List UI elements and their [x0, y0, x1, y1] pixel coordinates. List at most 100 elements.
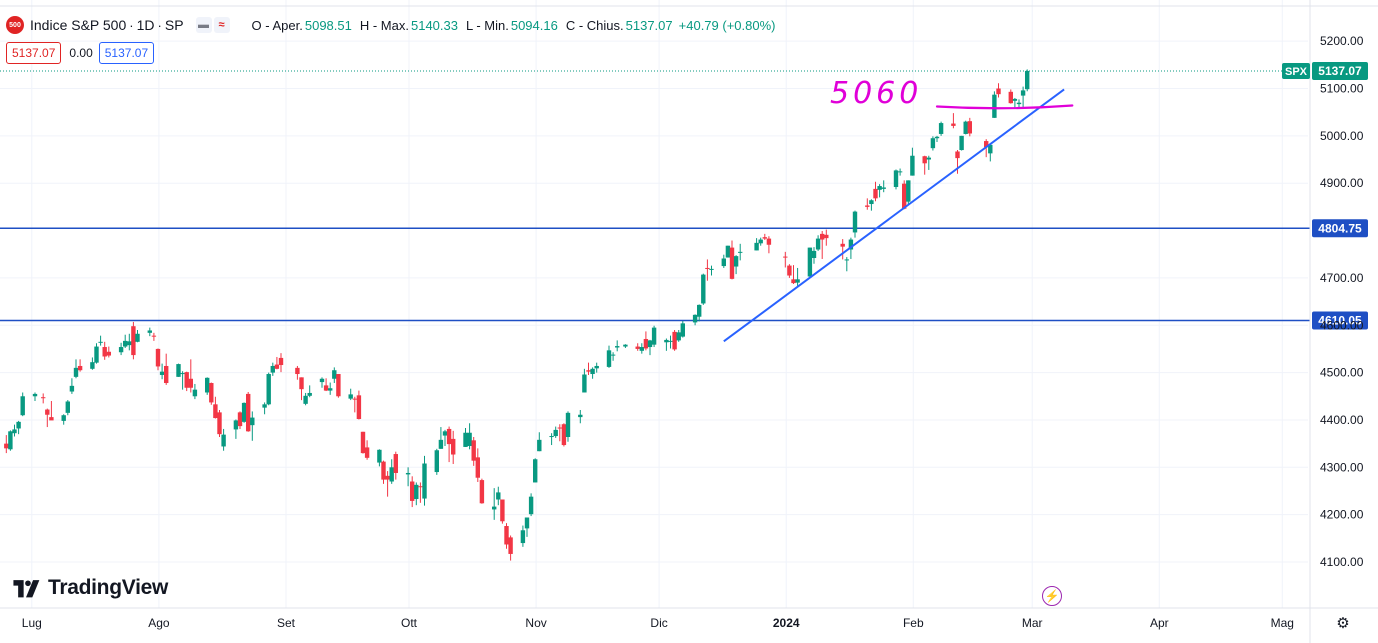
candle-body: [274, 364, 280, 369]
candle-body: [615, 346, 620, 348]
candle-body: [906, 180, 911, 202]
horizontal-line-label: 4610.05: [1318, 313, 1362, 327]
candle-body: [594, 365, 599, 369]
time-tick-label: Lug: [22, 616, 42, 630]
annotation-text[interactable]: 5060: [830, 76, 922, 111]
candle-body: [1012, 98, 1018, 101]
candle-body: [90, 362, 95, 369]
candle-body: [118, 347, 124, 353]
price-tick-label: 5100.00: [1320, 82, 1364, 96]
candle-body: [705, 267, 710, 269]
candle-body: [963, 121, 968, 134]
candle-body: [926, 157, 931, 160]
candle-body: [557, 427, 562, 429]
candle-body: [360, 431, 366, 454]
candle-body: [651, 327, 657, 345]
change-value: +40.79 (+0.80%): [678, 17, 776, 33]
exchange-label: SP: [164, 17, 184, 33]
candle-body: [848, 239, 854, 250]
trendline[interactable]: [723, 88, 1065, 343]
candle-body: [586, 370, 591, 372]
candle-body: [164, 365, 169, 384]
candle-body: [938, 123, 944, 134]
candle-body: [438, 439, 444, 449]
candle-body: [467, 432, 472, 446]
time-tick-label: Ott: [401, 616, 418, 630]
candle-body: [98, 341, 103, 343]
candle-body: [135, 333, 140, 342]
annotation-line[interactable]: [935, 104, 1074, 110]
candle-body: [8, 431, 13, 450]
approx-icon[interactable]: ≈: [213, 17, 230, 33]
candle-body: [328, 388, 333, 391]
candle-body: [910, 155, 915, 176]
tradingview-logo[interactable]: TradingView: [10, 576, 168, 600]
candle-body: [323, 385, 329, 391]
open-label: O - Aper.: [251, 17, 303, 33]
interval-label[interactable]: 1D: [136, 17, 155, 33]
candle-body: [32, 393, 38, 397]
candle-body: [697, 304, 702, 317]
price-tick-label: 4400.00: [1320, 413, 1364, 427]
candle-body: [336, 374, 341, 397]
candle-body: [959, 135, 964, 151]
candle-body: [520, 530, 526, 544]
symbol-title[interactable]: Indice S&P 500: [30, 17, 127, 33]
bid-box[interactable]: 5137.07: [6, 42, 62, 64]
candle-body: [811, 250, 817, 259]
candle-body: [332, 370, 337, 379]
minus-icon[interactable]: ▬: [195, 17, 212, 33]
candle-body: [762, 237, 767, 239]
candle-body: [127, 341, 132, 346]
symbol-tag: SPX: [1285, 66, 1308, 78]
candle-body: [356, 395, 362, 420]
lightning-icon[interactable]: ⚡: [1042, 586, 1062, 606]
candle-body: [45, 409, 50, 415]
symbol-badge[interactable]: 500: [6, 16, 24, 34]
price-tick-label: 5200.00: [1320, 34, 1364, 48]
candle-body: [434, 450, 439, 473]
drawings[interactable]: 5060: [723, 76, 1074, 343]
time-tick-label: Mar: [1022, 616, 1043, 630]
candle-body: [820, 233, 825, 240]
candle-body: [4, 443, 9, 449]
candle-body: [278, 357, 284, 366]
candle-body: [623, 344, 628, 347]
candle-body: [701, 274, 706, 304]
legend: 500 Indice S&P 500 · 1D · SP ▬ ≈ O - Ape…: [6, 14, 776, 36]
candle-body: [754, 242, 759, 251]
time-tick-label: Set: [277, 616, 296, 630]
price-tick-label: 4900.00: [1320, 176, 1364, 190]
candle-body: [250, 417, 255, 426]
candle-body: [299, 377, 304, 390]
candle-body: [492, 506, 497, 510]
candle-body: [319, 378, 325, 383]
gear-icon[interactable]: ⚙: [1336, 615, 1350, 632]
candle-body: [758, 239, 763, 244]
candle-body: [1025, 70, 1030, 90]
candle-body: [73, 367, 79, 377]
price-tick-label: 5000.00: [1320, 129, 1364, 143]
candle-body: [180, 373, 185, 375]
horizontal-lines[interactable]: 4804.75 4610.05: [0, 70, 1368, 330]
ask-box[interactable]: 5137.07: [98, 42, 155, 64]
candle-body: [393, 454, 398, 473]
separator-dot: ·: [157, 17, 162, 33]
candle-body: [221, 434, 226, 447]
candle-body: [233, 420, 239, 430]
candle-body: [475, 457, 480, 478]
candle-body: [606, 350, 612, 367]
candle-body: [405, 472, 411, 475]
price-tick-label: 4300.00: [1320, 460, 1364, 474]
candle-body: [414, 484, 419, 500]
time-tick-label: Dic: [650, 616, 667, 630]
candle-body: [561, 424, 567, 446]
values-row: 5137.07 0.00 5137.07: [6, 42, 155, 64]
candle-body: [147, 330, 152, 333]
open-value: 5098.51: [304, 17, 352, 33]
candle-body: [582, 374, 587, 393]
close-value: 5137.07: [625, 17, 673, 33]
